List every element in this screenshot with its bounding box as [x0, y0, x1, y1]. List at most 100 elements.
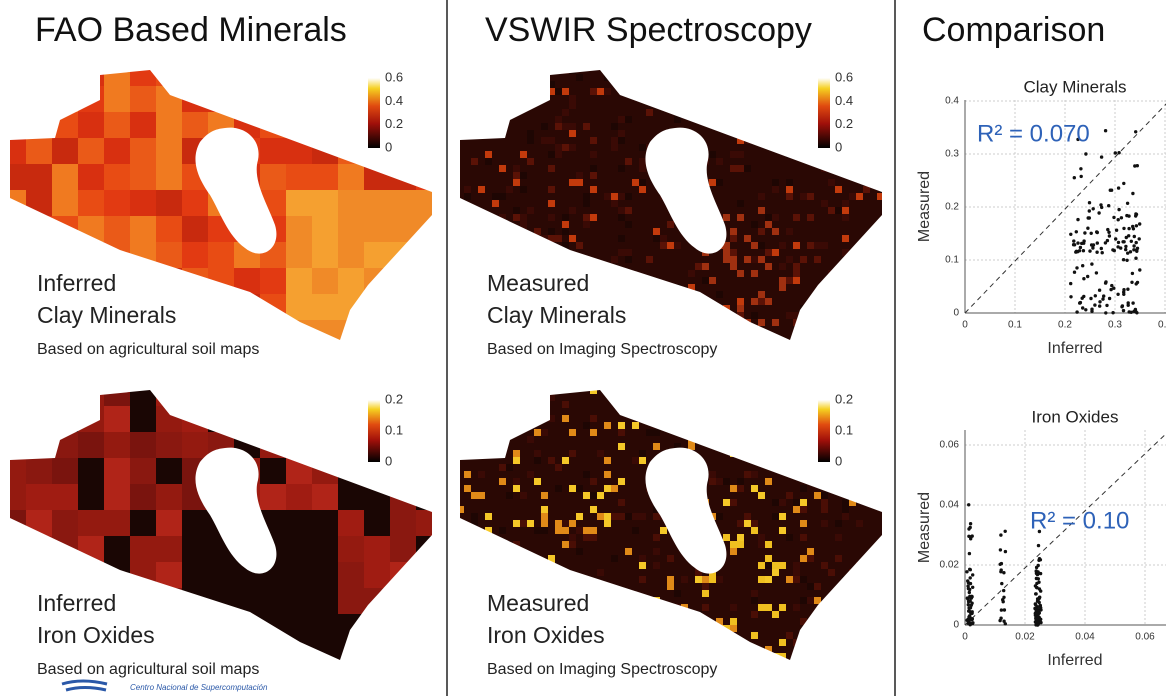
map-cell: [737, 387, 744, 394]
map-cell: [786, 380, 793, 387]
map-cell: [674, 326, 681, 333]
map-cell: [695, 95, 702, 102]
map-cell: [457, 618, 464, 625]
map-cell: [625, 422, 632, 429]
map-cell: [604, 450, 611, 457]
map-cell: [562, 179, 569, 186]
map-cell: [506, 256, 513, 263]
map-cell: [338, 320, 364, 346]
map-cell: [793, 123, 800, 130]
map-cell: [702, 263, 709, 270]
map-cell: [758, 597, 765, 604]
map-cell: [772, 270, 779, 277]
map-cell: [723, 116, 730, 123]
map-cell: [751, 123, 758, 130]
map-cell: [849, 137, 856, 144]
map-cell: [765, 200, 772, 207]
map-cell: [744, 625, 751, 632]
map-cell: [555, 527, 562, 534]
map-cell: [716, 284, 723, 291]
map-cell: [758, 333, 765, 340]
map-cell: [653, 326, 660, 333]
map-cell: [849, 340, 856, 347]
map-cell: [842, 305, 849, 312]
map-cell: [667, 291, 674, 298]
map-cell: [485, 534, 492, 541]
map-cell: [506, 534, 513, 541]
map-cell: [450, 116, 457, 123]
map-cell: [499, 492, 506, 499]
map-cell: [541, 443, 548, 450]
map-cell: [730, 130, 737, 137]
map-cell: [583, 102, 590, 109]
map-cell: [723, 646, 730, 653]
map-cell: [744, 576, 751, 583]
map-cell: [863, 284, 870, 291]
map-cell: [723, 513, 730, 520]
map-cell: [639, 221, 646, 228]
map-cell: [807, 200, 814, 207]
map-cell: [450, 604, 457, 611]
map-cell: [744, 277, 751, 284]
map-cell: [814, 256, 821, 263]
map-cell: [541, 478, 548, 485]
map-cell: [492, 457, 499, 464]
map-cell: [618, 555, 625, 562]
map-cell: [688, 653, 695, 660]
map-cell: [618, 130, 625, 137]
map-cell: [674, 298, 681, 305]
map-cell: [597, 95, 604, 102]
map-cell: [814, 312, 821, 319]
map-cell: [660, 534, 667, 541]
map-cell: [667, 326, 674, 333]
map-cell: [744, 394, 751, 401]
map-cell: [835, 305, 842, 312]
map-cell: [884, 263, 891, 270]
map-cell: [625, 429, 632, 436]
map-cell: [464, 604, 471, 611]
map-cell: [877, 319, 884, 326]
map-cell: [632, 207, 639, 214]
map-cell: [828, 263, 835, 270]
map-cell: [674, 583, 681, 590]
map-cell: [751, 284, 758, 291]
map-cell: [786, 102, 793, 109]
map-cell: [688, 583, 695, 590]
map-cell: [506, 207, 513, 214]
map-cell: [590, 235, 597, 242]
map-cell: [674, 625, 681, 632]
map-cell: [646, 401, 653, 408]
map-cell: [877, 263, 884, 270]
map-cell: [632, 471, 639, 478]
map-cell: [800, 130, 807, 137]
map-cell: [569, 81, 576, 88]
map-cell: [534, 562, 541, 569]
map-cell: [569, 165, 576, 172]
map-cell: [0, 268, 26, 294]
map-cell: [744, 263, 751, 270]
map-cell: [485, 562, 492, 569]
map-cell: [562, 333, 569, 340]
map-cell: [492, 653, 499, 660]
map-cell: [870, 249, 877, 256]
map-cell: [716, 380, 723, 387]
map-cell: [416, 432, 442, 458]
map-cell: [506, 151, 513, 158]
map-cell: [821, 284, 828, 291]
map-cell: [576, 333, 583, 340]
map-cell: [513, 67, 520, 74]
map-cell: [709, 653, 716, 660]
map-cell: [527, 576, 534, 583]
map-cell: [450, 450, 457, 457]
map-cell: [639, 485, 646, 492]
map-cell: [653, 333, 660, 340]
map-cell: [478, 653, 485, 660]
map-cell: [800, 249, 807, 256]
map-cell: [555, 534, 562, 541]
map-cell: [632, 450, 639, 457]
map-cell: [562, 555, 569, 562]
map-cell: [569, 387, 576, 394]
map-cell: [863, 151, 870, 158]
map-cell: [856, 151, 863, 158]
map-cell: [863, 165, 870, 172]
